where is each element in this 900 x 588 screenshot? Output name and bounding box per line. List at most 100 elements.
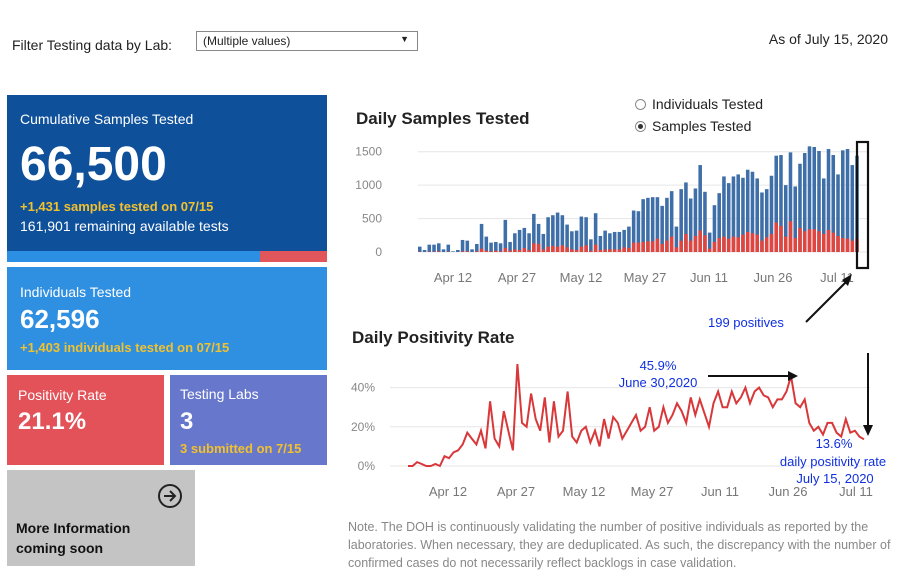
positives-arrow-icon <box>805 274 852 323</box>
radio-individuals-tested[interactable]: Individuals Tested <box>635 96 763 112</box>
positives-bar <box>532 243 536 252</box>
samples-bar <box>494 241 498 252</box>
samples-bar <box>769 175 774 252</box>
positives-bar <box>774 222 779 252</box>
lab-filter-dropdown[interactable]: (Multiple values) ▼ <box>196 31 418 51</box>
radio-samples-tested[interactable]: Samples Tested <box>635 118 751 134</box>
samples-bar <box>660 205 664 252</box>
positives-bar <box>636 242 641 252</box>
samples-bar <box>655 197 660 252</box>
positives-bar <box>551 245 555 252</box>
positives-bar <box>498 251 503 252</box>
samples-bar <box>674 226 679 252</box>
positivity-line <box>408 364 865 468</box>
positives-bar <box>707 248 712 252</box>
x-tick-label: May 12 <box>560 270 603 285</box>
samples-bar <box>807 146 812 252</box>
samples-bar <box>665 197 669 252</box>
positives-bar <box>646 241 650 252</box>
positives-bar <box>560 245 565 252</box>
samples-bar <box>636 211 641 252</box>
samples-bar <box>722 176 726 252</box>
positives-bar <box>669 236 674 252</box>
labs-value: 3 <box>180 408 194 435</box>
positives-bar <box>579 246 584 252</box>
positives-bar <box>541 249 546 252</box>
samples-bar <box>589 239 593 252</box>
positives-bar <box>627 247 631 252</box>
samples-bar <box>817 151 821 252</box>
samples-bar <box>418 246 422 252</box>
positives-bar <box>665 240 669 252</box>
validation-note: Note. The DOH is continuously validating… <box>348 520 891 570</box>
latest-arrowhead-icon <box>863 425 873 436</box>
positives-bar <box>546 246 550 252</box>
latest-date-annotation: July 15, 2020 <box>796 471 874 486</box>
samples-bar <box>798 163 802 252</box>
samples-bar <box>741 177 745 252</box>
samples-bar <box>551 215 555 252</box>
positives-bar <box>641 241 645 252</box>
samples-bar <box>669 191 674 252</box>
samples-bar <box>475 243 479 252</box>
samples-bar <box>831 155 836 252</box>
samples-bar <box>622 229 626 252</box>
positives-bar <box>703 235 707 252</box>
x-tick-label: May 27 <box>631 484 674 499</box>
samples-bar <box>517 229 522 252</box>
samples-bar <box>422 249 427 252</box>
samples-bar <box>460 239 465 252</box>
daily-samples-chart: Daily Samples Tested Apr 12 Apr 27 May 12 M… <box>355 109 870 285</box>
x-tick-label: Apr 27 <box>498 270 536 285</box>
positives-bar <box>698 230 702 252</box>
positives-bar <box>836 235 840 252</box>
latest-label-annotation: daily positivity rate <box>779 454 887 469</box>
samples-bar <box>650 197 655 252</box>
samples-bar <box>679 189 683 252</box>
positives-bar <box>503 247 508 252</box>
positivity-value: 21.1% <box>18 408 87 435</box>
positives-bar <box>570 249 574 252</box>
samples-bar <box>774 155 779 252</box>
positives-bar <box>484 250 489 252</box>
samples-bar <box>840 150 845 252</box>
radio-label: Individuals Tested <box>652 96 764 112</box>
positives-bar <box>764 237 769 252</box>
positives-bar <box>745 231 750 252</box>
samples-bar <box>574 230 579 252</box>
radio-label: Samples Tested <box>652 118 752 134</box>
positives-bar <box>555 246 560 252</box>
x-tick-label: May 12 <box>563 484 606 499</box>
latest-day-highlight <box>855 140 870 270</box>
positives-bar <box>617 249 622 252</box>
samples-bar <box>731 176 736 252</box>
samples-bar <box>764 189 769 252</box>
samples-bar <box>456 249 460 252</box>
y-tick-label: 1000 <box>355 178 382 192</box>
positives-bar <box>460 251 465 252</box>
arrow-right-circle-icon[interactable] <box>157 483 183 509</box>
positives-bar <box>788 221 793 252</box>
positives-bar <box>479 248 484 252</box>
positives-bar <box>598 249 603 252</box>
samples-bar <box>432 244 436 252</box>
samples-bar <box>821 178 826 252</box>
samples-bar <box>812 147 817 252</box>
radio-unselected-icon <box>635 99 646 110</box>
positives-bar <box>679 240 683 252</box>
samples-bar <box>750 171 755 252</box>
positives-bar <box>755 234 759 252</box>
positives-bar <box>817 231 821 252</box>
positives-bar <box>717 237 721 252</box>
more-information-card[interactable]: More Information coming soon <box>7 470 195 566</box>
samples-bar <box>603 230 607 252</box>
samples-bar <box>845 149 850 252</box>
samples-bar <box>579 216 584 252</box>
x-tick-label: Jul 11 <box>839 484 873 499</box>
samples-bar <box>707 232 712 252</box>
samples-bar <box>451 251 455 252</box>
samples-bar <box>760 192 764 252</box>
samples-bar <box>570 231 574 252</box>
samples-bar <box>546 217 550 252</box>
positives-bar <box>845 238 850 252</box>
